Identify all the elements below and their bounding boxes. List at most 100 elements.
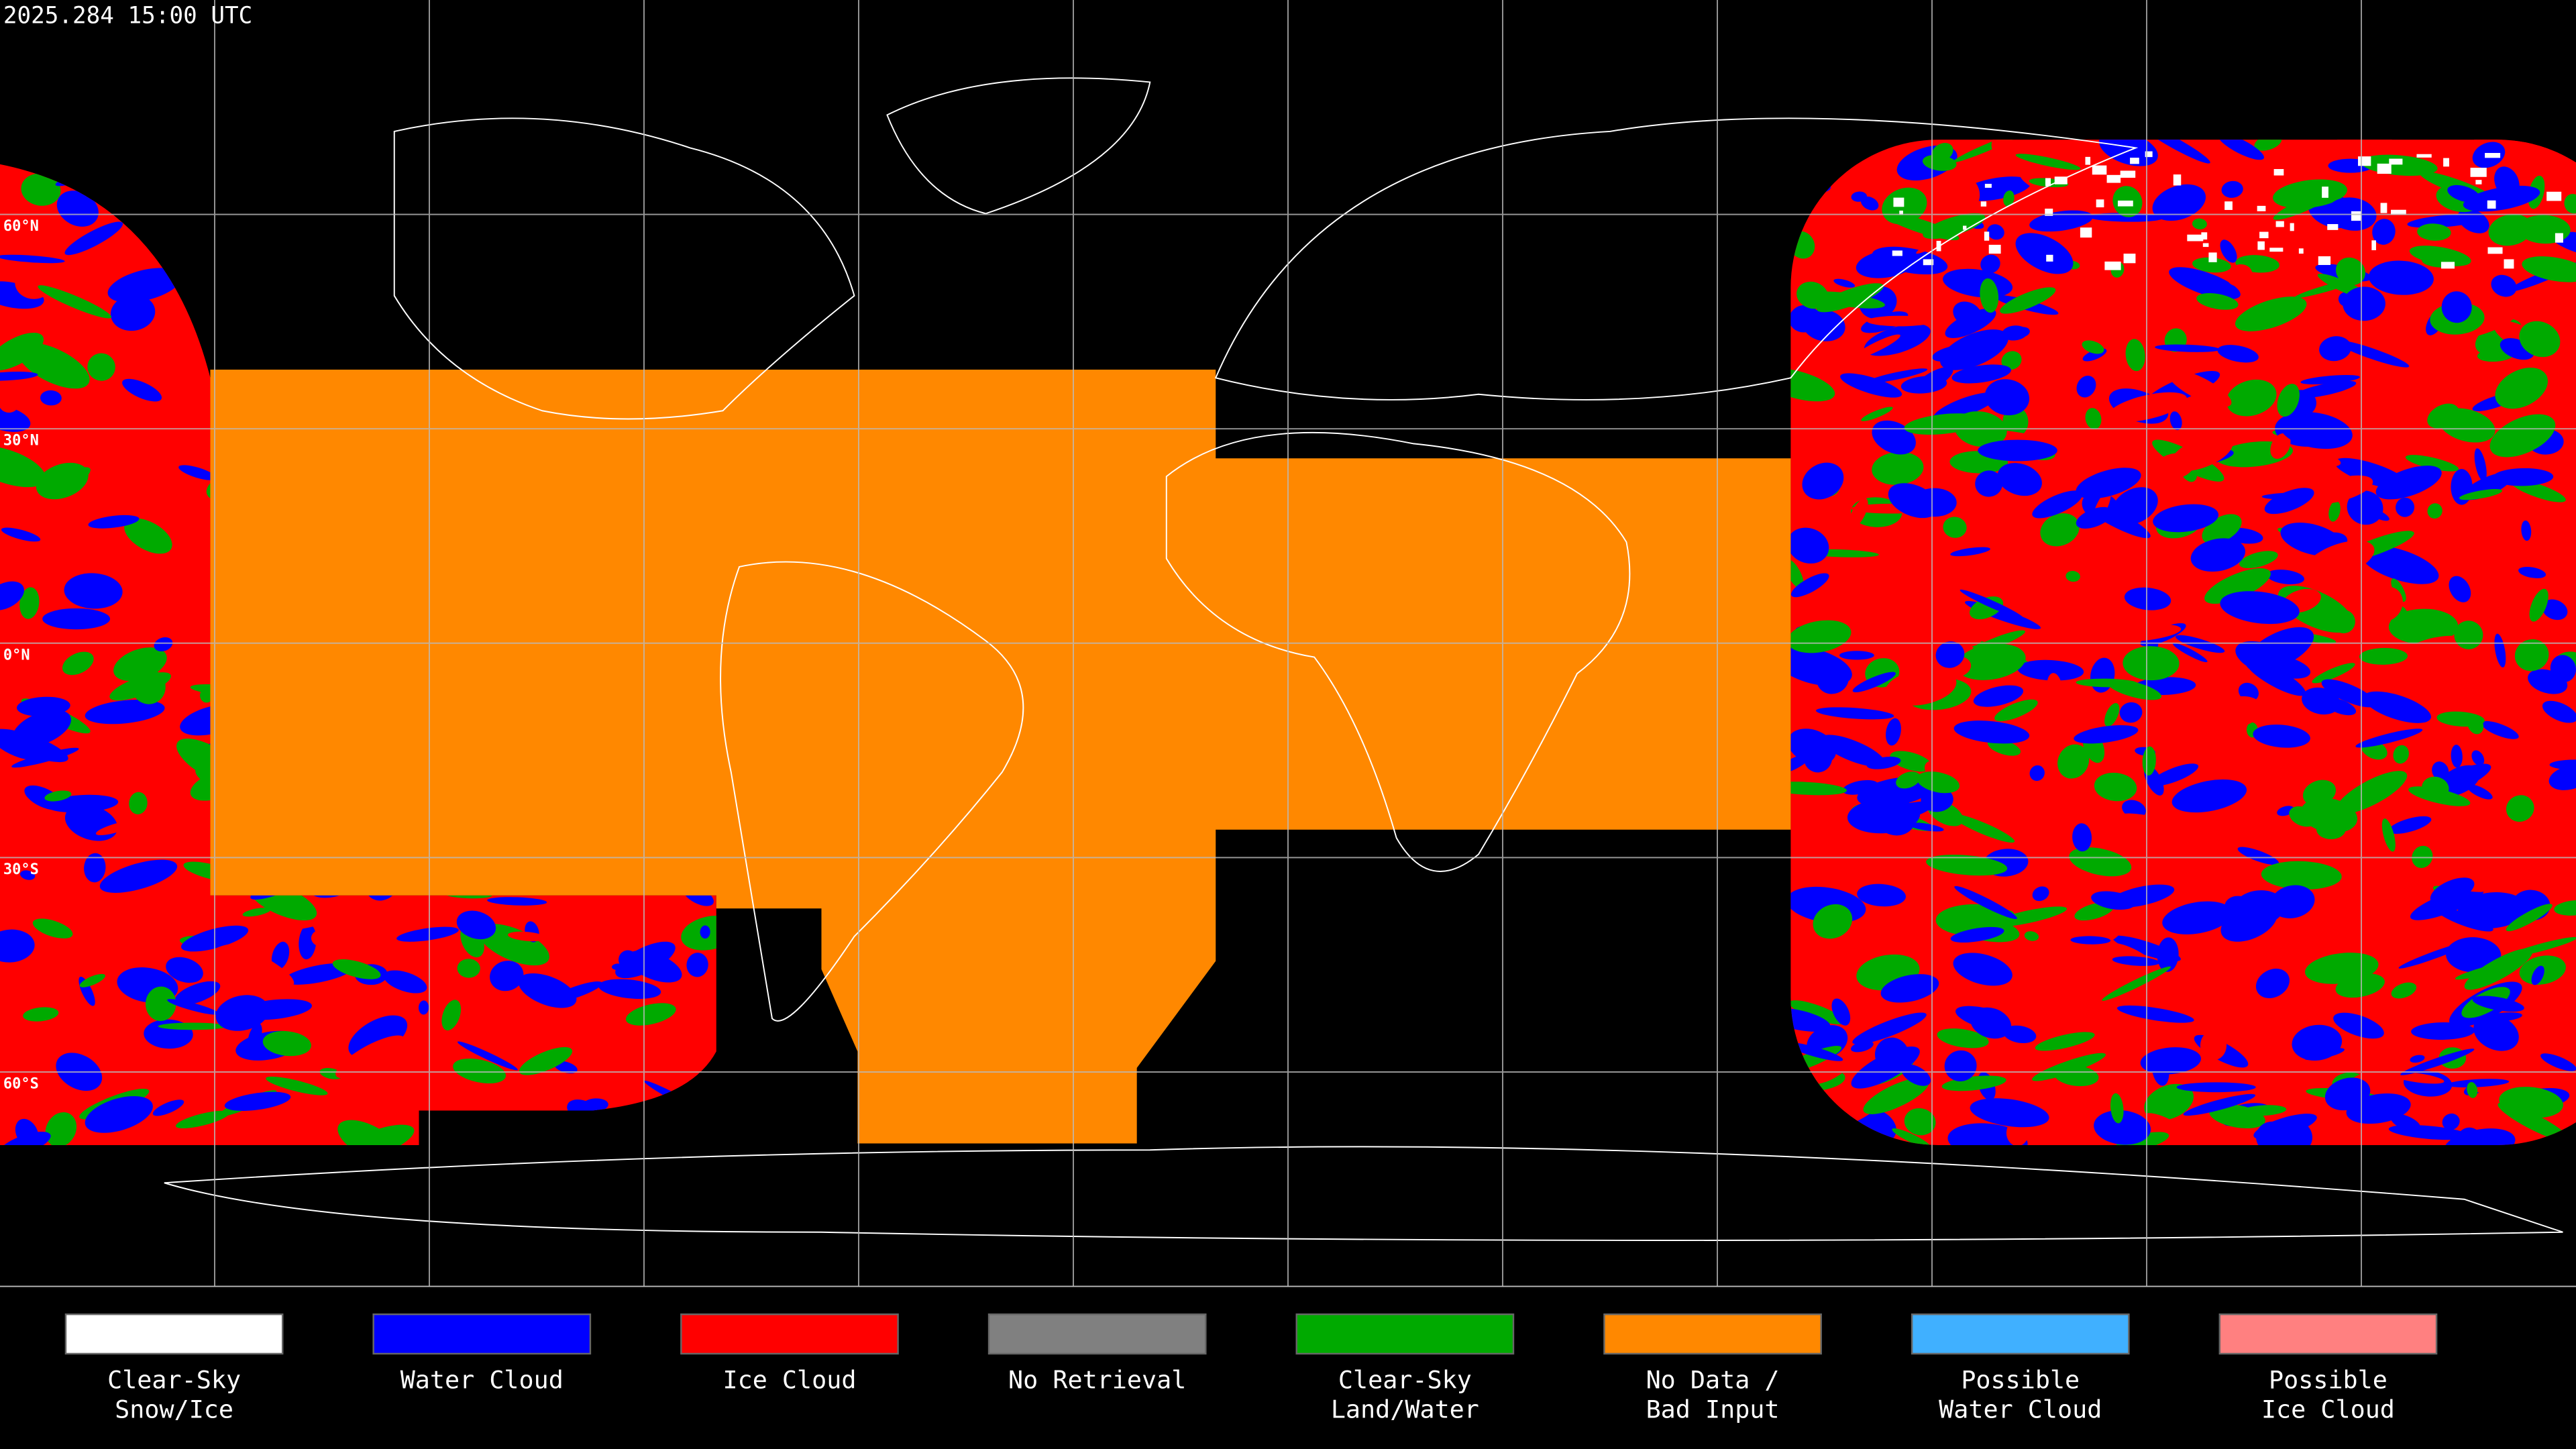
snow-patch [2546,191,2562,201]
cloud-patch [20,870,36,880]
snow-patch [2224,201,2233,210]
cloud-patch [335,1035,405,1079]
cloud-patch [185,561,197,584]
cloud-patch [2032,886,2049,902]
cloud-patch [175,1110,229,1129]
cloud-patch [2200,1030,2227,1061]
cloud-patch [122,378,162,402]
cloud-patch [457,1041,518,1071]
legend-label: Clear-Sky [107,1365,241,1394]
cloud-patch [2542,700,2576,723]
cloud-patch [0,405,31,432]
cloud-patch [44,790,72,802]
cloud-patch [2564,1018,2576,1033]
cloud-patch [2375,466,2442,500]
cloud-patch [1932,345,1976,362]
cloud-patch [2270,433,2291,460]
snow-patch [2187,234,2204,241]
cloud-patch [1917,558,1992,600]
cloud-patch [2391,982,2417,999]
cloud-patch [2110,1093,2124,1124]
cloud-patch [1970,1007,2012,1039]
cloud-patch [519,1046,573,1075]
cloud-patch [2302,780,2336,806]
cloud-patch [2417,223,2451,241]
cloud-patch [2123,646,2180,681]
snow-patch [2298,248,2304,254]
cloud-patch [2432,761,2449,781]
cloud-patch [1852,672,1896,692]
cloud-patch [271,941,290,970]
snow-patch [2130,158,2139,164]
cloud-patch [2209,1104,2265,1129]
snow-patch [2380,203,2387,213]
cloud-patch [2312,663,2355,684]
cloud-patch [158,1022,227,1030]
cloud-patch [2332,609,2355,634]
cloud-patch [2000,287,2056,314]
cloud-patch [2172,643,2208,663]
cloud-patch [1857,883,1906,907]
snow-patch [1984,231,1990,241]
cloud-patch [0,842,63,861]
cloud-patch [2514,639,2549,672]
snow-patch [2208,252,2217,262]
cloud-patch [2391,578,2406,602]
legend-swatch [2218,1313,2438,1355]
cloud-patch [2398,941,2472,969]
cloud-patch [1790,573,1829,598]
legend-swatch [1911,1313,2130,1355]
cloud-patch [1904,1108,1936,1136]
cloud-patch [2114,1132,2169,1145]
cloud-patch [2454,621,2483,649]
cloud-patch [224,1091,291,1111]
cloud-patch [1953,720,2030,744]
cloud-patch [2321,679,2376,708]
snow-patch [2173,174,2182,186]
legend-swatch [64,1313,284,1355]
cloud-patch [2489,414,2556,458]
cloud-patch [2442,1113,2460,1130]
cloud-patch [1994,699,2038,722]
cloud-patch [2054,1065,2099,1087]
snow-patch [2269,248,2284,252]
cloud-patch [1896,771,1921,789]
cloud-patch [2430,877,2475,905]
cloud-patch [2170,435,2233,472]
cloud-patch [19,587,40,619]
cloud-patch [0,1087,14,1098]
cloud-patch [2472,996,2524,1012]
cloud-patch [2270,885,2315,918]
snow-patch [1899,210,1903,215]
cloud-patch [1861,407,1893,421]
cloud-patch [2074,725,2139,744]
cloud-patch [280,920,325,930]
cloud-patch [56,191,99,227]
cloud-patch [2015,233,2074,274]
cloud-patch [418,1000,429,1015]
legend-label: Snow/Ice [115,1395,233,1424]
cloud-patch [1847,798,1921,834]
cloud-patch [88,515,140,529]
cloud-patch [2449,576,2471,602]
cloud-patch [2405,455,2459,472]
cloud-patch [2183,1093,2256,1116]
cloud-patch [2035,1032,2095,1051]
cloud-patch [2142,746,2156,776]
latitude-label: 30°N [3,433,39,449]
snow-patch [2096,199,2104,208]
cloud-patch [2464,948,2533,990]
cloud-patch [2467,1082,2478,1098]
cloud-patch [2427,503,2443,519]
cloud-patch [2076,468,2141,499]
cloud-patch [2003,1025,2037,1044]
cloud-patch [2162,901,2233,934]
cloud-patch [1951,176,1980,210]
cloud-patch [87,353,115,381]
cloud-patch [1937,1028,1989,1049]
cloud-patch [2467,784,2493,800]
snow-patch [2273,169,2284,176]
cloud-patch [2548,765,2576,790]
